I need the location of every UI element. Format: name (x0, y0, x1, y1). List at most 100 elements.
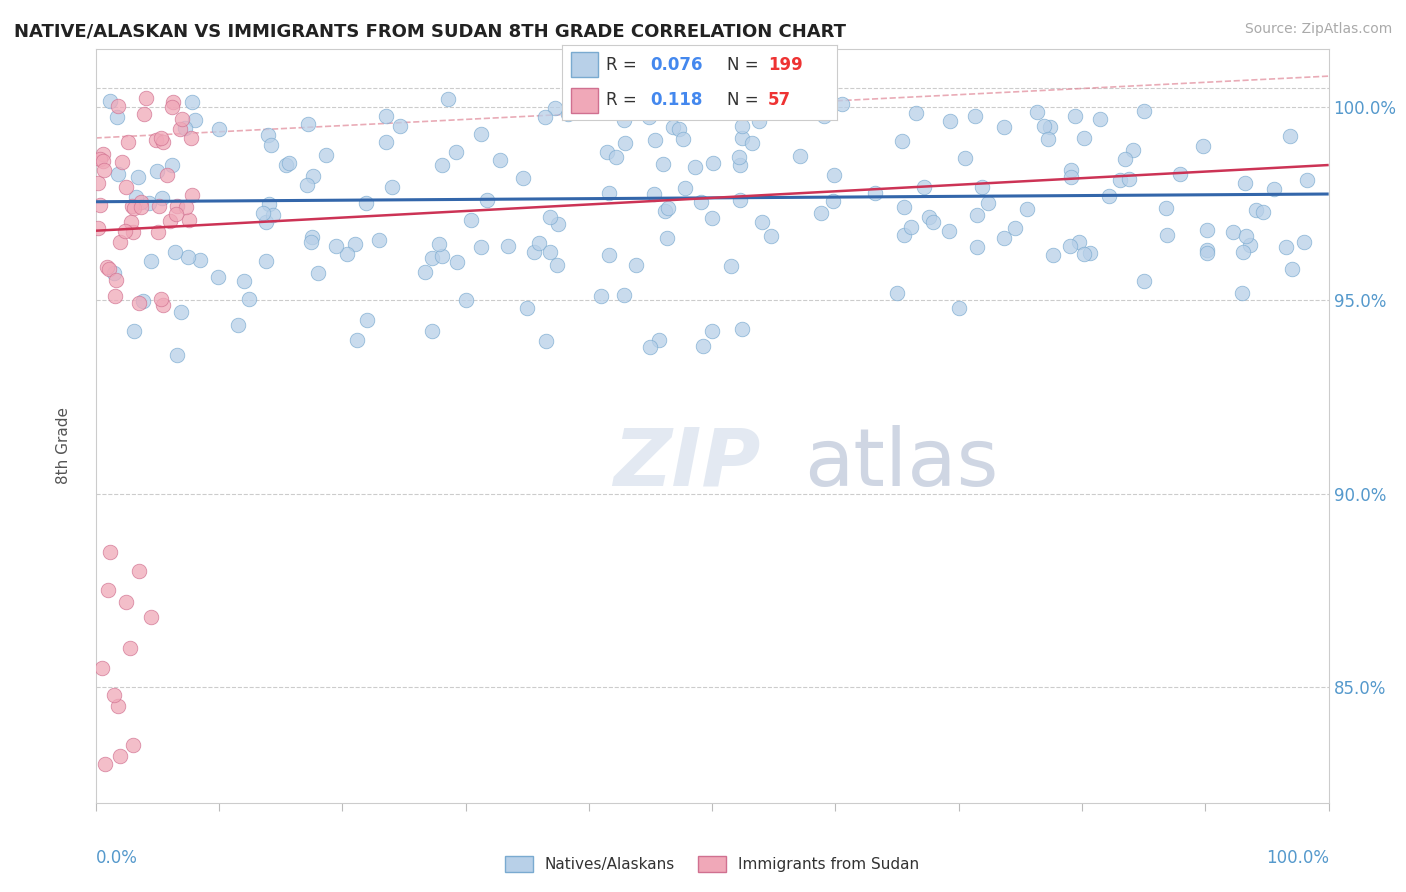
Point (180, 95, 202, 109)
Text: 199: 199 (768, 55, 803, 74)
Point (1025, 104, 1047, 119)
Point (375, 109, 398, 123)
Bar (571, 87, 598, 112)
Point (1234, 228, 1257, 243)
Point (89, 198, 111, 212)
Point (107, 99, 129, 113)
Point (367, 233, 389, 247)
Point (122, 225, 145, 239)
Point (1222, 225, 1244, 239)
Point (226, 318, 249, 333)
Point (346, 333, 368, 347)
Text: 0.0%: 0.0% (96, 849, 138, 867)
Point (1060, 163, 1083, 178)
Point (307, 266, 329, 280)
Point (238, 292, 260, 306)
Point (1232, 285, 1254, 300)
Point (759, 228, 782, 243)
Point (730, 131, 752, 145)
Point (111, 154, 134, 169)
Point (131, 293, 153, 308)
Point (900, 219, 922, 234)
Point (127, 170, 149, 185)
Point (1233, 176, 1256, 190)
Point (823, 168, 845, 182)
Point (166, 348, 188, 362)
Point (1069, 235, 1091, 249)
Point (145, 133, 167, 147)
Point (128, 564, 150, 578)
Point (741, 136, 763, 150)
Point (97, 262, 120, 277)
Point (939, 113, 962, 128)
Text: ZIP: ZIP (613, 425, 761, 502)
Point (135, 90, 157, 104)
Point (108, 235, 131, 250)
Point (1039, 120, 1062, 134)
Point (1195, 223, 1218, 237)
Text: 0.118: 0.118 (650, 91, 703, 109)
Point (138, 196, 160, 211)
Text: 100.0%: 100.0% (1265, 849, 1329, 867)
Point (591, 289, 613, 303)
Point (117, 136, 139, 150)
Point (1073, 247, 1095, 261)
Point (1232, 245, 1254, 260)
Point (180, 130, 202, 145)
Point (114, 224, 136, 238)
Point (162, 95, 184, 109)
Point (129, 201, 152, 215)
Point (375, 135, 398, 149)
Legend: Natives/Alaskans, Immigrants from Sudan: Natives/Alaskans, Immigrants from Sudan (499, 850, 925, 878)
Point (152, 298, 174, 312)
Point (1192, 139, 1215, 153)
Point (152, 135, 174, 149)
Point (683, 161, 706, 175)
Point (813, 109, 835, 123)
Point (176, 250, 198, 264)
Text: atlas: atlas (804, 425, 1000, 502)
Point (657, 201, 679, 215)
Point (993, 120, 1015, 135)
Point (963, 110, 986, 124)
Point (523, 244, 546, 259)
Point (720, 260, 742, 274)
Point (149, 292, 172, 306)
Point (208, 121, 231, 136)
Point (651, 156, 673, 170)
Point (1197, 243, 1219, 257)
Point (388, 120, 411, 134)
Point (336, 247, 359, 261)
Point (170, 305, 193, 319)
Point (254, 254, 277, 268)
Point (789, 149, 811, 163)
Point (96, 260, 118, 274)
Point (1042, 247, 1064, 261)
Text: 0.076: 0.076 (650, 55, 703, 74)
Point (905, 105, 928, 120)
Point (596, 145, 619, 160)
Point (470, 240, 492, 254)
Point (613, 113, 636, 128)
Point (170, 112, 193, 126)
Point (938, 224, 960, 238)
Point (966, 240, 988, 254)
Point (673, 181, 696, 195)
Text: N =: N = (727, 55, 763, 74)
Point (534, 110, 557, 124)
Point (315, 148, 337, 162)
Text: Source: ZipAtlas.com: Source: ZipAtlas.com (1244, 22, 1392, 37)
Point (700, 211, 723, 225)
Point (120, 215, 142, 229)
Point (165, 207, 187, 221)
Point (91, 153, 114, 168)
Point (128, 296, 150, 310)
Point (354, 196, 377, 211)
Point (254, 215, 277, 229)
Point (912, 180, 935, 194)
Point (252, 206, 274, 220)
Point (922, 214, 945, 228)
Point (344, 237, 367, 252)
Point (86, 176, 108, 190)
Point (1114, 153, 1136, 167)
